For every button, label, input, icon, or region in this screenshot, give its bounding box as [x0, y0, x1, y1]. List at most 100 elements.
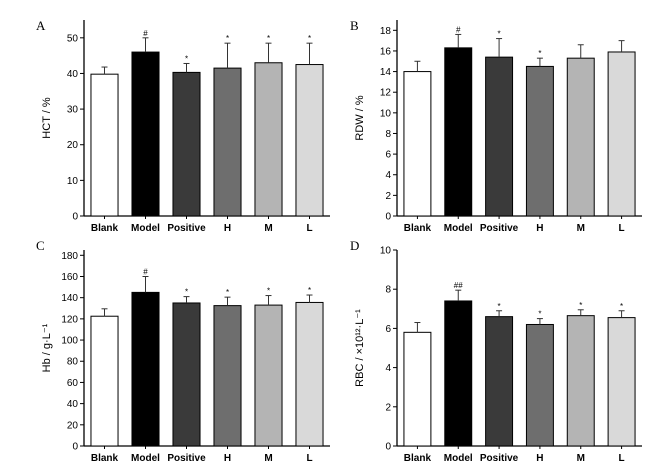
bar-h [213, 305, 242, 447]
panel-letter: C [36, 238, 45, 253]
significance-marker: * [308, 286, 311, 295]
panel-letter: A [36, 18, 46, 33]
y-axis-label: RDW / % [354, 95, 366, 140]
y-tick-label: 2 [385, 191, 391, 202]
significance-marker: * [226, 34, 229, 43]
bar-l [607, 51, 636, 217]
category-label: Model [444, 223, 473, 234]
category-label: H [536, 453, 543, 464]
significance-marker: * [538, 310, 541, 319]
bar-blank [403, 71, 432, 217]
category-label: Positive [167, 223, 206, 234]
y-axis-label: HCT / % [41, 97, 53, 139]
bar-h [525, 65, 554, 217]
bar-h [213, 67, 242, 217]
significance-marker: * [498, 30, 501, 39]
y-tick-label: 0 [72, 212, 78, 223]
y-tick-label: 20 [67, 140, 79, 151]
y-tick-label: 180 [61, 251, 78, 262]
significance-marker: * [226, 288, 229, 297]
y-tick-label: 2 [385, 402, 391, 413]
bar-positive [172, 302, 201, 447]
significance-marker: # [456, 25, 461, 34]
y-tick-label: 60 [67, 378, 79, 389]
bar-l [295, 64, 324, 217]
y-tick-label: 100 [61, 336, 78, 347]
category-label: Model [444, 453, 473, 464]
bar-blank [90, 73, 119, 217]
category-label: Model [131, 453, 160, 464]
y-tick-label: 0 [72, 442, 78, 453]
panel-a: A 0 10 20 30 40 50 HCT / % Blank # Model * Positive *… [36, 18, 330, 234]
significance-marker: * [185, 288, 188, 297]
bar-blank [90, 315, 119, 447]
category-label: Positive [480, 223, 519, 234]
y-tick-label: 120 [61, 314, 78, 325]
y-tick-label: 8 [385, 129, 391, 140]
bar-model [444, 300, 473, 447]
category-label: H [224, 223, 231, 234]
significance-marker: * [620, 302, 623, 311]
category-label: H [536, 223, 543, 234]
category-label: H [224, 453, 231, 464]
bar-l [295, 301, 324, 447]
y-tick-label: 140 [61, 293, 78, 304]
y-tick-label: 14 [380, 67, 392, 78]
y-tick-label: 16 [380, 46, 392, 57]
bar-h [525, 323, 554, 447]
panel-c: C 0 20 40 60 80 100 120 140 160 180 Hb / g·L⁻¹ Blank… [36, 238, 330, 464]
significance-marker: # [143, 267, 148, 276]
y-tick-label: 10 [67, 176, 79, 187]
y-tick-label: 40 [67, 399, 79, 410]
category-label: L [619, 453, 625, 464]
y-tick-label: 160 [61, 272, 78, 283]
category-label: Positive [167, 453, 206, 464]
panel-b: B 0 2 4 6 8 10 12 14 16 18 RDW / % Blank # Model * Posit… [350, 18, 642, 234]
category-label: Blank [91, 453, 119, 464]
panel-letter: B [350, 18, 359, 33]
significance-marker: * [579, 301, 582, 310]
y-tick-label: 4 [385, 363, 391, 374]
y-tick-label: 10 [380, 246, 392, 257]
significance-marker: * [267, 287, 270, 296]
category-label: L [306, 223, 312, 234]
category-label: M [264, 453, 272, 464]
bar-model [444, 47, 473, 217]
category-label: L [619, 223, 625, 234]
y-tick-label: 10 [380, 108, 392, 119]
y-tick-label: 8 [385, 285, 391, 296]
y-tick-label: 6 [385, 324, 391, 335]
significance-marker: * [538, 49, 541, 58]
bar-m [566, 57, 595, 217]
bar-m [566, 315, 595, 447]
significance-marker: * [267, 34, 270, 43]
bar-positive [485, 316, 514, 447]
y-tick-label: 0 [385, 212, 391, 223]
significance-marker: * [185, 54, 188, 63]
bar-model [131, 291, 160, 447]
y-tick-label: 12 [380, 88, 392, 99]
significance-marker: * [498, 302, 501, 311]
bar-blank [403, 331, 432, 447]
y-axis-label: Hb / g·L⁻¹ [41, 323, 53, 372]
y-tick-label: 4 [385, 170, 391, 181]
panel-letter: D [350, 238, 359, 253]
y-tick-label: 40 [67, 69, 79, 80]
y-tick-label: 50 [67, 33, 79, 44]
category-label: Positive [480, 453, 519, 464]
bar-l [607, 317, 636, 447]
y-tick-label: 20 [67, 420, 79, 431]
bar-positive [485, 56, 514, 217]
category-label: Blank [404, 453, 432, 464]
significance-marker: ## [454, 281, 463, 290]
y-axis-label: RBC / ×10¹²·L⁻¹ [354, 309, 366, 387]
y-tick-label: 80 [67, 357, 79, 368]
bar-model [131, 51, 160, 217]
significance-marker: * [308, 34, 311, 43]
significance-marker: # [143, 29, 148, 38]
bar-positive [172, 71, 201, 217]
panel-d: D 0 2 4 6 8 10 RBC / ×10¹²·L⁻¹ Blank ## Model * Posi… [350, 238, 642, 464]
category-label: M [264, 223, 272, 234]
category-label: L [306, 453, 312, 464]
